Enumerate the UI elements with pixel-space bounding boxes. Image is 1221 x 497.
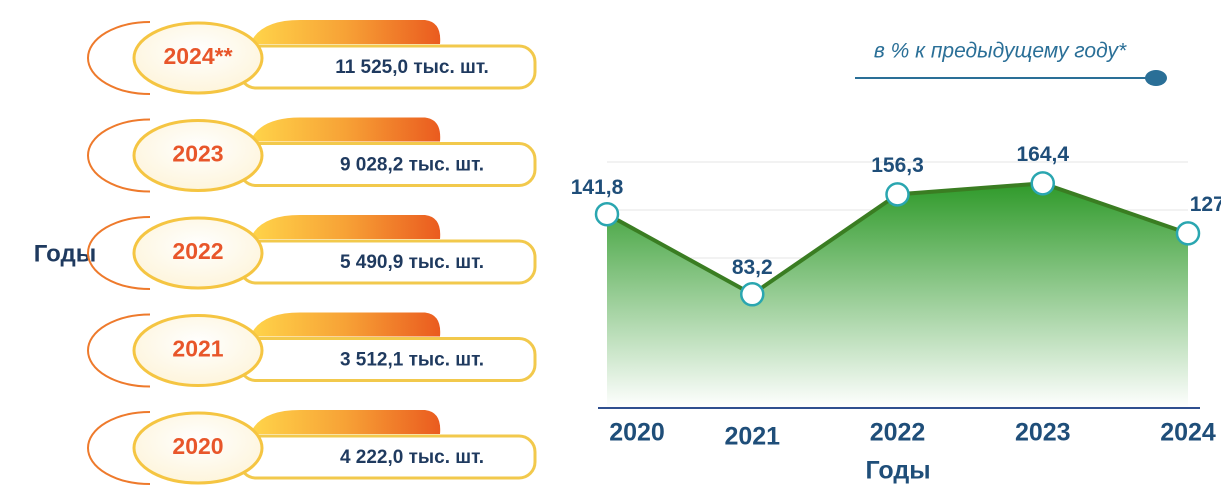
- annotation-dot: [1145, 70, 1167, 86]
- value-label: 141,8: [571, 176, 624, 199]
- panel-label: Годы: [34, 240, 96, 267]
- value-label: 83,2: [732, 256, 773, 279]
- year-label: 2022: [172, 238, 223, 264]
- value-label: 11 525,0 тыс. шт.: [335, 57, 489, 78]
- x-tick-label: 2024: [1160, 419, 1216, 447]
- swoosh: [250, 312, 441, 337]
- x-tick-label: 2021: [724, 423, 780, 451]
- year-oval: [132, 411, 264, 485]
- swoosh: [250, 215, 441, 239]
- annotation: в % к предыдущему году*: [874, 40, 1127, 63]
- year-oval: [132, 21, 264, 95]
- swoosh: [250, 117, 441, 142]
- value-label: 5 490,9 тыс. шт.: [340, 252, 484, 273]
- value-label: 4 222,0 тыс. шт.: [340, 447, 484, 468]
- point: [1030, 171, 1055, 196]
- years-panel: 2024** 11 525,0 тыс. шт. 2023 9 028,2 тыс. …: [87, 20, 537, 485]
- chart: 141,8 2020 83,2 2021 156,3 2022 164,4 2023 127,8…: [571, 143, 1221, 485]
- x-axis-label: Годы: [865, 457, 930, 485]
- oval-arc: [87, 118, 151, 193]
- point: [885, 182, 910, 207]
- x-tick-label: 2022: [870, 419, 926, 447]
- year-oval: [132, 216, 264, 290]
- value-label: 156,3: [871, 154, 924, 177]
- value-label: 9 028,2 тыс. шт.: [340, 155, 484, 176]
- x-tick-label: 2023: [1015, 419, 1071, 447]
- swoosh: [250, 410, 441, 434]
- swoosh: [250, 20, 441, 44]
- point: [1175, 221, 1201, 246]
- year-oval: [132, 314, 264, 387]
- oval-arc: [87, 21, 151, 95]
- oval-arc: [87, 411, 151, 485]
- year-label: 2023: [172, 141, 223, 167]
- year-label: 2024**: [163, 43, 232, 69]
- year-oval: [132, 119, 264, 192]
- area: [607, 183, 1188, 408]
- value-label: 3 512,1 тыс. шт.: [340, 350, 484, 371]
- year-label: 2020: [172, 433, 223, 459]
- value-label: 127,8: [1190, 193, 1221, 216]
- value-label: 164,4: [1016, 143, 1069, 166]
- oval-arc: [87, 313, 151, 388]
- point: [740, 282, 765, 307]
- oval-arc: [87, 216, 151, 290]
- point: [594, 201, 620, 227]
- year-label: 2021: [172, 336, 223, 362]
- x-tick-label: 2020: [609, 419, 665, 447]
